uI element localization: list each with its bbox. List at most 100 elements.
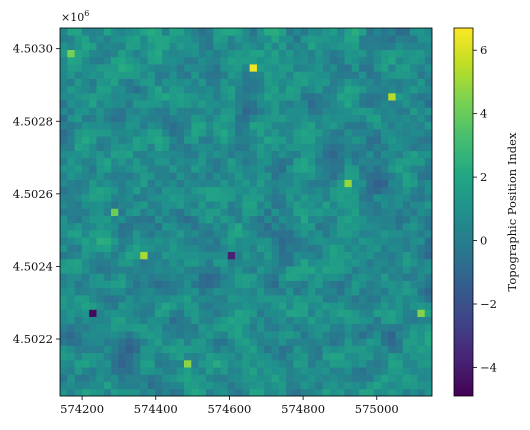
heatmap-cell: [256, 331, 265, 339]
heatmap-cell: [60, 92, 68, 101]
heatmap-cell: [329, 208, 338, 216]
heatmap-cell: [380, 201, 389, 209]
heatmap-cell: [184, 193, 192, 202]
heatmap-cell: [344, 100, 353, 108]
heatmap-cell: [242, 42, 250, 50]
heatmap-cell: [308, 35, 316, 43]
heatmap-cell: [227, 208, 236, 216]
heatmap-cell: [67, 179, 75, 188]
heatmap-cell: [300, 280, 309, 289]
heatmap-cell: [60, 165, 68, 173]
heatmap-cell: [81, 92, 90, 101]
heatmap-cell: [169, 294, 178, 303]
heatmap-cell: [96, 251, 105, 260]
heatmap-cell: [191, 280, 199, 289]
heatmap-cell: [410, 381, 418, 390]
heatmap-cell: [329, 42, 338, 50]
heatmap-cell: [132, 92, 141, 101]
heatmap-cell: [74, 294, 83, 303]
heatmap-cell: [286, 186, 294, 195]
heatmap-cell: [402, 345, 411, 354]
heatmap-cell: [380, 35, 389, 43]
heatmap-cell: [74, 85, 83, 94]
heatmap-cell: [351, 352, 360, 361]
heatmap-cell: [410, 165, 418, 173]
heatmap-cell: [198, 244, 207, 253]
heatmap-cell: [111, 150, 119, 159]
heatmap-cell: [198, 172, 207, 180]
heatmap-cell: [140, 294, 148, 303]
heatmap-cell: [81, 230, 90, 238]
heatmap-cell: [132, 107, 141, 115]
heatmap-cell: [322, 302, 331, 310]
heatmap-cell: [249, 143, 258, 152]
heatmap-cell: [271, 56, 280, 65]
heatmap-cell: [424, 64, 433, 72]
heatmap-cell: [424, 143, 433, 152]
heatmap-cell: [176, 374, 185, 382]
heatmap-cell: [380, 28, 389, 36]
heatmap-cell: [337, 273, 345, 281]
heatmap-cell: [359, 323, 367, 332]
heatmap-cell: [308, 230, 316, 238]
heatmap-cell: [205, 129, 214, 137]
heatmap-cell: [125, 294, 134, 303]
heatmap-cell: [198, 388, 207, 397]
heatmap-cell: [140, 359, 148, 368]
heatmap-cell: [264, 258, 272, 267]
heatmap-cell: [344, 208, 353, 216]
heatmap-cell: [184, 302, 192, 310]
heatmap-cell: [329, 352, 338, 361]
heatmap-cell: [388, 42, 396, 50]
heatmap-cell: [322, 280, 331, 289]
heatmap-cell: [271, 186, 280, 195]
heatmap-cell: [227, 136, 236, 144]
heatmap-cell: [169, 64, 178, 72]
heatmap-cell: [162, 114, 170, 123]
heatmap-cell: [337, 345, 345, 354]
heatmap-cell: [322, 201, 331, 209]
heatmap-cell: [300, 157, 309, 166]
heatmap-cell: [395, 193, 404, 202]
heatmap-cell: [154, 92, 163, 101]
heatmap-cell: [337, 388, 345, 397]
heatmap-cell: [395, 258, 404, 267]
heatmap-cell: [380, 100, 389, 108]
heatmap-cell: [344, 201, 353, 209]
heatmap-cell: [154, 121, 163, 130]
heatmap-cell: [271, 165, 280, 173]
heatmap-cell: [176, 42, 185, 50]
colorbar-tick-label: 4: [480, 107, 487, 121]
heatmap-cell: [184, 222, 192, 231]
heatmap-cell: [125, 258, 134, 267]
heatmap-cell: [359, 121, 367, 130]
heatmap-cell: [125, 78, 134, 87]
heatmap-cell: [337, 107, 345, 115]
heatmap-cell: [227, 294, 236, 303]
heatmap-cell: [140, 165, 148, 173]
heatmap-cell: [293, 100, 302, 108]
heatmap-cell: [286, 244, 294, 253]
heatmap-cell: [67, 266, 75, 274]
heatmap-cell: [402, 316, 411, 325]
heatmap-cell: [118, 287, 126, 296]
heatmap-cell: [213, 266, 221, 274]
heatmap-cell: [373, 237, 382, 245]
heatmap-cell: [213, 49, 221, 58]
heatmap-cell: [125, 49, 134, 58]
heatmap-cell: [169, 165, 178, 173]
heatmap-cell: [388, 92, 396, 101]
heatmap-cell: [213, 287, 221, 296]
heatmap-cell: [74, 78, 83, 87]
heatmap-cell: [213, 237, 221, 245]
heatmap-cell: [322, 381, 331, 390]
heatmap-cell: [154, 316, 163, 325]
heatmap-cell: [67, 287, 75, 296]
heatmap-cell: [235, 92, 243, 101]
heatmap-cell: [366, 237, 374, 245]
heatmap-cell: [118, 215, 126, 224]
heatmap-cell: [293, 28, 302, 36]
heatmap-cell: [154, 100, 163, 108]
heatmap-cell: [67, 230, 75, 238]
heatmap-cell: [395, 374, 404, 382]
